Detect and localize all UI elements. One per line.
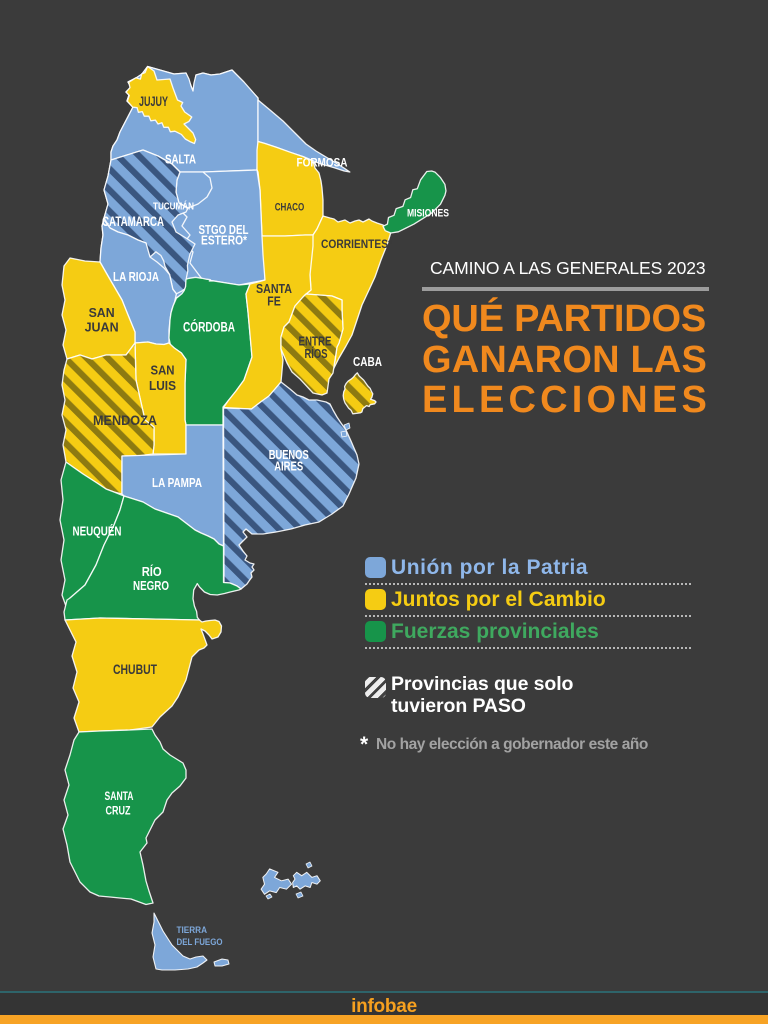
svg-text:RÍO: RÍO — [142, 564, 162, 579]
svg-text:CORRIENTES*: CORRIENTES* — [321, 237, 392, 251]
svg-text:FE: FE — [267, 294, 281, 309]
svg-text:TUCUMÁN: TUCUMÁN — [153, 200, 194, 213]
svg-text:CATAMARCA: CATAMARCA — [102, 214, 164, 229]
svg-text:SAN: SAN — [89, 305, 115, 320]
svg-text:SALTA: SALTA — [165, 152, 196, 167]
svg-text:FORMOSA: FORMOSA — [297, 156, 348, 170]
svg-text:NEUQUÉN: NEUQUÉN — [73, 524, 122, 539]
svg-text:SANTA: SANTA — [256, 281, 293, 296]
svg-text:MISIONES: MISIONES — [407, 208, 449, 220]
svg-text:CÓRDOBA: CÓRDOBA — [183, 320, 235, 335]
svg-text:LA PAMPA: LA PAMPA — [152, 476, 202, 490]
svg-text:MENDOZA: MENDOZA — [93, 413, 157, 428]
svg-text:STGO DEL: STGO DEL — [199, 222, 249, 237]
svg-text:CRUZ: CRUZ — [106, 806, 131, 818]
svg-text:SAN: SAN — [151, 363, 175, 378]
svg-text:ENTRE: ENTRE — [299, 335, 332, 349]
svg-text:SANTA: SANTA — [105, 791, 134, 803]
svg-text:CABA: CABA — [353, 355, 382, 369]
svg-text:CHUBUT: CHUBUT — [113, 662, 158, 677]
svg-text:LA RIOJA: LA RIOJA — [113, 269, 159, 284]
svg-text:JUJUY: JUJUY — [139, 94, 168, 109]
svg-text:RÍOS: RÍOS — [305, 346, 328, 361]
svg-text:BUENOS: BUENOS — [269, 448, 309, 462]
svg-text:CHACO: CHACO — [275, 202, 305, 214]
svg-text:JUAN: JUAN — [85, 320, 119, 335]
svg-text:NEGRO: NEGRO — [133, 578, 169, 593]
svg-text:LUIS: LUIS — [149, 378, 176, 393]
svg-text:DEL FUEGO: DEL FUEGO — [177, 937, 223, 947]
svg-text:AIRES: AIRES — [274, 460, 303, 474]
svg-text:TIERRA: TIERRA — [177, 925, 208, 935]
svg-text:ESTERO*: ESTERO* — [201, 233, 248, 248]
